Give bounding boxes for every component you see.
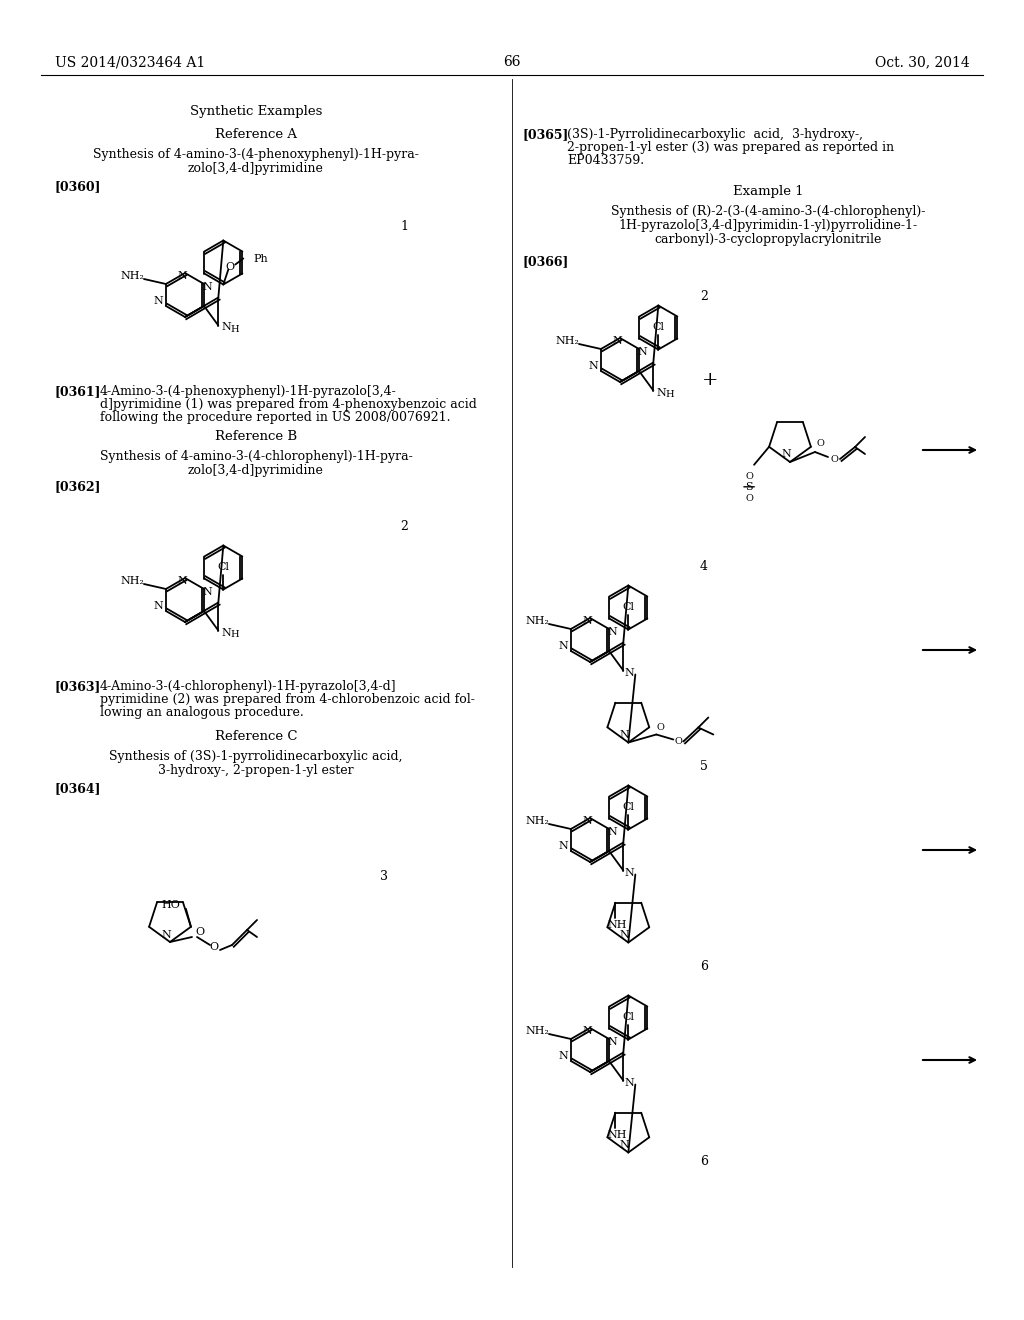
Text: HO: HO <box>162 900 180 909</box>
Text: 1: 1 <box>400 220 408 234</box>
Text: Cl: Cl <box>217 562 229 573</box>
Text: 5: 5 <box>700 760 708 774</box>
Text: O: O <box>196 927 205 937</box>
Text: NH₂: NH₂ <box>120 576 144 586</box>
Text: zolo[3,4-d]pyrimidine: zolo[3,4-d]pyrimidine <box>188 465 324 477</box>
Text: N: N <box>153 296 163 306</box>
Text: N: N <box>620 929 629 940</box>
Text: [0365]: [0365] <box>522 128 568 141</box>
Text: Example 1: Example 1 <box>733 185 803 198</box>
Text: O: O <box>745 473 753 482</box>
Text: 6: 6 <box>700 960 708 973</box>
Text: Ph: Ph <box>253 253 268 264</box>
Text: N: N <box>221 627 231 638</box>
Text: 4-Amino-3-(4-phenoxyphenyl)-1H-pyrazolo[3,4-: 4-Amino-3-(4-phenoxyphenyl)-1H-pyrazolo[… <box>100 385 396 399</box>
Text: 2: 2 <box>400 520 408 533</box>
Text: NH: NH <box>607 1130 627 1139</box>
Text: 4: 4 <box>700 560 708 573</box>
Text: 4-Amino-3-(4-chlorophenyl)-1H-pyrazolo[3,4-d]: 4-Amino-3-(4-chlorophenyl)-1H-pyrazolo[3… <box>100 680 396 693</box>
Text: N: N <box>558 1051 568 1061</box>
Text: following the procedure reported in US 2008/0076921.: following the procedure reported in US 2… <box>100 411 451 424</box>
Text: 2: 2 <box>700 290 708 304</box>
Text: N: N <box>177 271 186 281</box>
Text: Synthesis of 4-amino-3-(4-phenoxyphenyl)-1H-pyra-: Synthesis of 4-amino-3-(4-phenoxyphenyl)… <box>93 148 419 161</box>
Text: O: O <box>210 942 218 952</box>
Text: N: N <box>221 322 231 333</box>
Text: O: O <box>816 440 824 449</box>
Text: zolo[3,4-d]pyrimidine: zolo[3,4-d]pyrimidine <box>188 162 324 176</box>
Text: O: O <box>656 723 665 733</box>
Text: S: S <box>745 482 753 492</box>
Text: [0364]: [0364] <box>55 781 101 795</box>
Text: O: O <box>830 454 838 463</box>
Text: N: N <box>202 587 212 597</box>
Text: Reference B: Reference B <box>215 430 297 444</box>
Text: NH₂: NH₂ <box>525 1026 549 1036</box>
Text: H: H <box>230 630 239 639</box>
Text: pyrimidine (2) was prepared from 4-chlorobenzoic acid fol-: pyrimidine (2) was prepared from 4-chlor… <box>100 693 475 706</box>
Text: Synthetic Examples: Synthetic Examples <box>189 106 323 117</box>
Text: N: N <box>625 1077 634 1088</box>
Text: US 2014/0323464 A1: US 2014/0323464 A1 <box>55 55 205 69</box>
Text: Synthesis of (R)-2-(3-(4-amino-3-(4-chlorophenyl)-: Synthesis of (R)-2-(3-(4-amino-3-(4-chlo… <box>610 205 926 218</box>
Text: 66: 66 <box>503 55 521 69</box>
Text: NH: NH <box>607 920 627 929</box>
Text: Synthesis of 4-amino-3-(4-chlorophenyl)-1H-pyra-: Synthesis of 4-amino-3-(4-chlorophenyl)-… <box>99 450 413 463</box>
Text: [0366]: [0366] <box>522 255 568 268</box>
Text: (3S)-1-Pyrrolidinecarboxylic  acid,  3-hydroxy-,: (3S)-1-Pyrrolidinecarboxylic acid, 3-hyd… <box>567 128 863 141</box>
Text: NH₂: NH₂ <box>120 271 144 281</box>
Text: N: N <box>612 337 622 346</box>
Text: d]pyrimidine (1) was prepared from 4-phenoxybenzoic acid: d]pyrimidine (1) was prepared from 4-phe… <box>100 399 477 411</box>
Text: [0360]: [0360] <box>55 180 101 193</box>
Text: NH₂: NH₂ <box>525 816 549 826</box>
Text: N: N <box>177 576 186 586</box>
Text: Oct. 30, 2014: Oct. 30, 2014 <box>876 55 970 69</box>
Text: Cl: Cl <box>652 322 665 333</box>
Text: N: N <box>625 867 634 878</box>
Text: N: N <box>637 347 647 356</box>
Text: N: N <box>202 282 212 292</box>
Text: N: N <box>582 1026 592 1036</box>
Text: lowing an analogous procedure.: lowing an analogous procedure. <box>100 706 304 719</box>
Text: N: N <box>153 601 163 611</box>
Text: N: N <box>625 668 634 677</box>
Text: Cl: Cl <box>623 1012 634 1023</box>
Text: O: O <box>675 737 682 746</box>
Text: 6: 6 <box>700 1155 708 1168</box>
Text: 2-propen-1-yl ester (3) was prepared as reported in: 2-propen-1-yl ester (3) was prepared as … <box>567 141 894 154</box>
Text: Cl: Cl <box>623 803 634 813</box>
Text: N: N <box>781 449 791 459</box>
Text: EP0433759.: EP0433759. <box>567 154 644 168</box>
Text: N: N <box>588 360 598 371</box>
Text: N: N <box>607 1038 616 1047</box>
Text: carbonyl)-3-cyclopropylacrylonitrile: carbonyl)-3-cyclopropylacrylonitrile <box>654 234 882 246</box>
Text: N: N <box>161 931 171 940</box>
Text: +: + <box>701 371 718 389</box>
Text: N: N <box>620 1139 629 1150</box>
Text: N: N <box>620 730 629 739</box>
Text: N: N <box>558 642 568 651</box>
Text: O: O <box>225 261 234 272</box>
Text: 3-hydroxy-, 2-propen-1-yl ester: 3-hydroxy-, 2-propen-1-yl ester <box>158 764 354 777</box>
Text: 3: 3 <box>380 870 388 883</box>
Text: Synthesis of (3S)-1-pyrrolidinecarboxylic acid,: Synthesis of (3S)-1-pyrrolidinecarboxyli… <box>110 750 402 763</box>
Text: O: O <box>745 494 753 503</box>
Text: Cl: Cl <box>623 602 634 612</box>
Text: NH₂: NH₂ <box>555 337 579 346</box>
Text: N: N <box>607 627 616 638</box>
Text: H: H <box>665 389 674 399</box>
Text: N: N <box>656 388 667 397</box>
Text: N: N <box>582 816 592 826</box>
Text: NH₂: NH₂ <box>525 616 549 626</box>
Text: [0363]: [0363] <box>55 680 101 693</box>
Text: 1H-pyrazolo[3,4-d]pyrimidin-1-yl)pyrrolidine-1-: 1H-pyrazolo[3,4-d]pyrimidin-1-yl)pyrroli… <box>618 219 918 232</box>
Text: N: N <box>607 828 616 837</box>
Text: H: H <box>230 325 239 334</box>
Text: [0362]: [0362] <box>55 480 101 492</box>
Text: [0361]: [0361] <box>55 385 101 399</box>
Text: Reference C: Reference C <box>215 730 297 743</box>
Text: N: N <box>582 616 592 626</box>
Text: N: N <box>558 841 568 851</box>
Text: Reference A: Reference A <box>215 128 297 141</box>
